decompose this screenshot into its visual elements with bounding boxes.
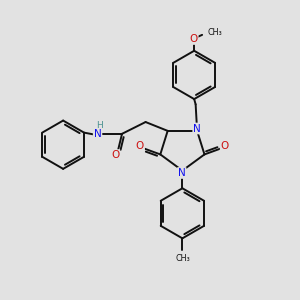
Text: N: N [94,129,101,139]
Text: O: O [190,34,198,44]
Text: N: N [178,168,186,178]
Text: H: H [96,122,103,130]
Text: CH₃: CH₃ [175,254,190,262]
Text: CH₃: CH₃ [207,28,222,37]
Text: N: N [193,124,201,134]
Text: O: O [136,141,144,151]
Text: O: O [111,150,119,160]
Text: O: O [221,141,229,151]
